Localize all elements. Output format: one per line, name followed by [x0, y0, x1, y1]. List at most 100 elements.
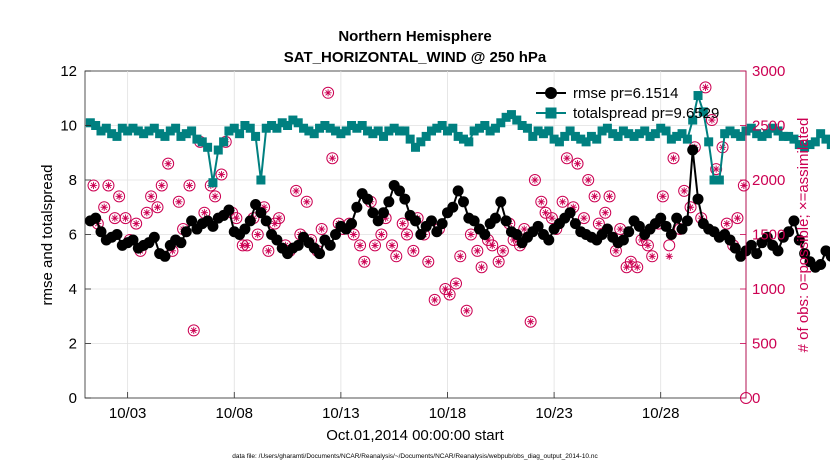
totalspread-point	[144, 126, 154, 136]
totalspread-point	[442, 126, 452, 136]
legend-rmse-label: rmse pr=6.1514	[573, 85, 678, 102]
totalspread-point	[176, 131, 186, 141]
obs-assimilated-point	[190, 326, 198, 335]
rmse-point	[95, 226, 107, 238]
obs-assimilated-point	[509, 236, 518, 244]
totalspread-point	[426, 126, 436, 136]
rmse-point	[447, 201, 459, 213]
totalspread-point	[229, 123, 239, 133]
obs-assimilated-point	[431, 296, 439, 304]
obs-assimilated-point	[318, 225, 326, 233]
totalspread-point	[240, 121, 250, 130]
obs-assimilated-point	[463, 307, 471, 315]
obs-assimilated-point	[712, 165, 720, 173]
obs-assimilated-point	[239, 241, 247, 249]
rmse-point	[681, 215, 693, 227]
totalspread-point	[565, 126, 575, 136]
totalspread-point	[746, 123, 756, 133]
rmse-point	[468, 215, 480, 227]
rmse-point	[511, 229, 523, 240]
y-right-tick-label: 1000	[752, 281, 785, 298]
rmse-point	[431, 226, 443, 238]
obs-assimilated-point	[605, 192, 614, 200]
totalspread-point	[506, 110, 516, 120]
totalspread-point	[581, 137, 591, 147]
rmse-series	[84, 144, 830, 273]
totalspread-point	[528, 131, 538, 141]
rmse-point	[148, 231, 160, 243]
totalspread-point	[336, 129, 346, 139]
totalspread-point	[352, 123, 362, 133]
obs-assimilated-point	[164, 160, 172, 168]
totalspread-point	[794, 140, 804, 150]
obs-assimilated-point	[232, 214, 240, 222]
rmse-point	[452, 185, 464, 197]
totalspread-point	[277, 118, 287, 128]
obs-possible-point	[471, 244, 484, 257]
obs-assimilated-point	[371, 241, 379, 249]
obs-assimilated-point	[452, 279, 460, 288]
totalspread-point	[107, 129, 117, 139]
obs-assimilated-point	[104, 181, 113, 190]
obs-possible-point	[496, 244, 509, 257]
totalspread-point	[474, 123, 484, 133]
rmse-point	[543, 234, 555, 246]
obs-assimilated-point	[573, 160, 582, 168]
totalspread-point	[704, 137, 714, 147]
rmse-point	[324, 239, 336, 251]
totalspread-point	[816, 129, 826, 139]
totalspread-point	[432, 123, 442, 133]
obs-possible-point	[422, 255, 435, 268]
x-tick-label: 10/08	[215, 405, 253, 422]
obs-possible-point	[667, 152, 680, 165]
obs-possible-point	[443, 288, 456, 301]
obs-possible-point	[187, 324, 200, 337]
obs-possible-point	[400, 228, 413, 241]
obs-possible-point	[130, 217, 143, 230]
rmse-point	[772, 245, 784, 257]
totalspread-point	[251, 131, 261, 141]
totalspread-point	[272, 123, 282, 133]
rmse-point	[825, 250, 830, 262]
x-tick-label: 10/03	[109, 405, 147, 422]
rmse-point	[271, 234, 283, 246]
y-right-tick-label: 1500	[752, 227, 785, 244]
totalspread-point	[267, 121, 277, 130]
totalspread-point	[624, 129, 634, 139]
obs-assimilated-point	[484, 236, 492, 244]
obs-possible-point	[492, 255, 505, 268]
obs-assimilated-point	[584, 176, 592, 184]
rmse-point	[692, 193, 704, 205]
obs-assimilated-point	[601, 209, 609, 217]
totalspread-point	[283, 121, 293, 130]
obs-assimilated-point	[527, 318, 535, 326]
totalspread-point	[160, 131, 170, 141]
obs-possible-point	[390, 250, 403, 263]
totalspread-point	[187, 126, 197, 136]
totalspread-point	[778, 131, 788, 141]
totalspread-point	[757, 131, 767, 141]
obs-assimilated-point	[111, 214, 119, 222]
obs-assimilated-point	[648, 252, 656, 260]
rmse-point	[399, 193, 411, 205]
totalspread-point	[720, 129, 730, 139]
totalspread-point	[666, 134, 676, 144]
totalspread-point	[656, 123, 666, 133]
chart-title-line2: SAT_HORIZONTAL_WIND @ 250 hPa	[284, 49, 547, 66]
obs-assimilated-point	[665, 252, 673, 260]
obs-possible-point	[705, 114, 718, 127]
legend-rmse-marker	[545, 87, 557, 99]
legend-spread-marker	[545, 107, 557, 119]
totalspread-point	[800, 142, 810, 152]
obs-possible-point	[428, 293, 441, 306]
obs-assimilated-point	[680, 187, 688, 195]
totalspread-point	[91, 121, 101, 130]
obs-possible-point	[155, 179, 168, 192]
legend-spread-label: totalspread pr=9.6529	[573, 105, 719, 122]
rmse-point	[500, 215, 512, 227]
totalspread-point	[533, 126, 543, 136]
rmse-point	[788, 215, 800, 227]
totalspread-point	[512, 115, 522, 125]
totalspread-point	[602, 123, 612, 133]
obs-possible-point	[396, 217, 409, 230]
